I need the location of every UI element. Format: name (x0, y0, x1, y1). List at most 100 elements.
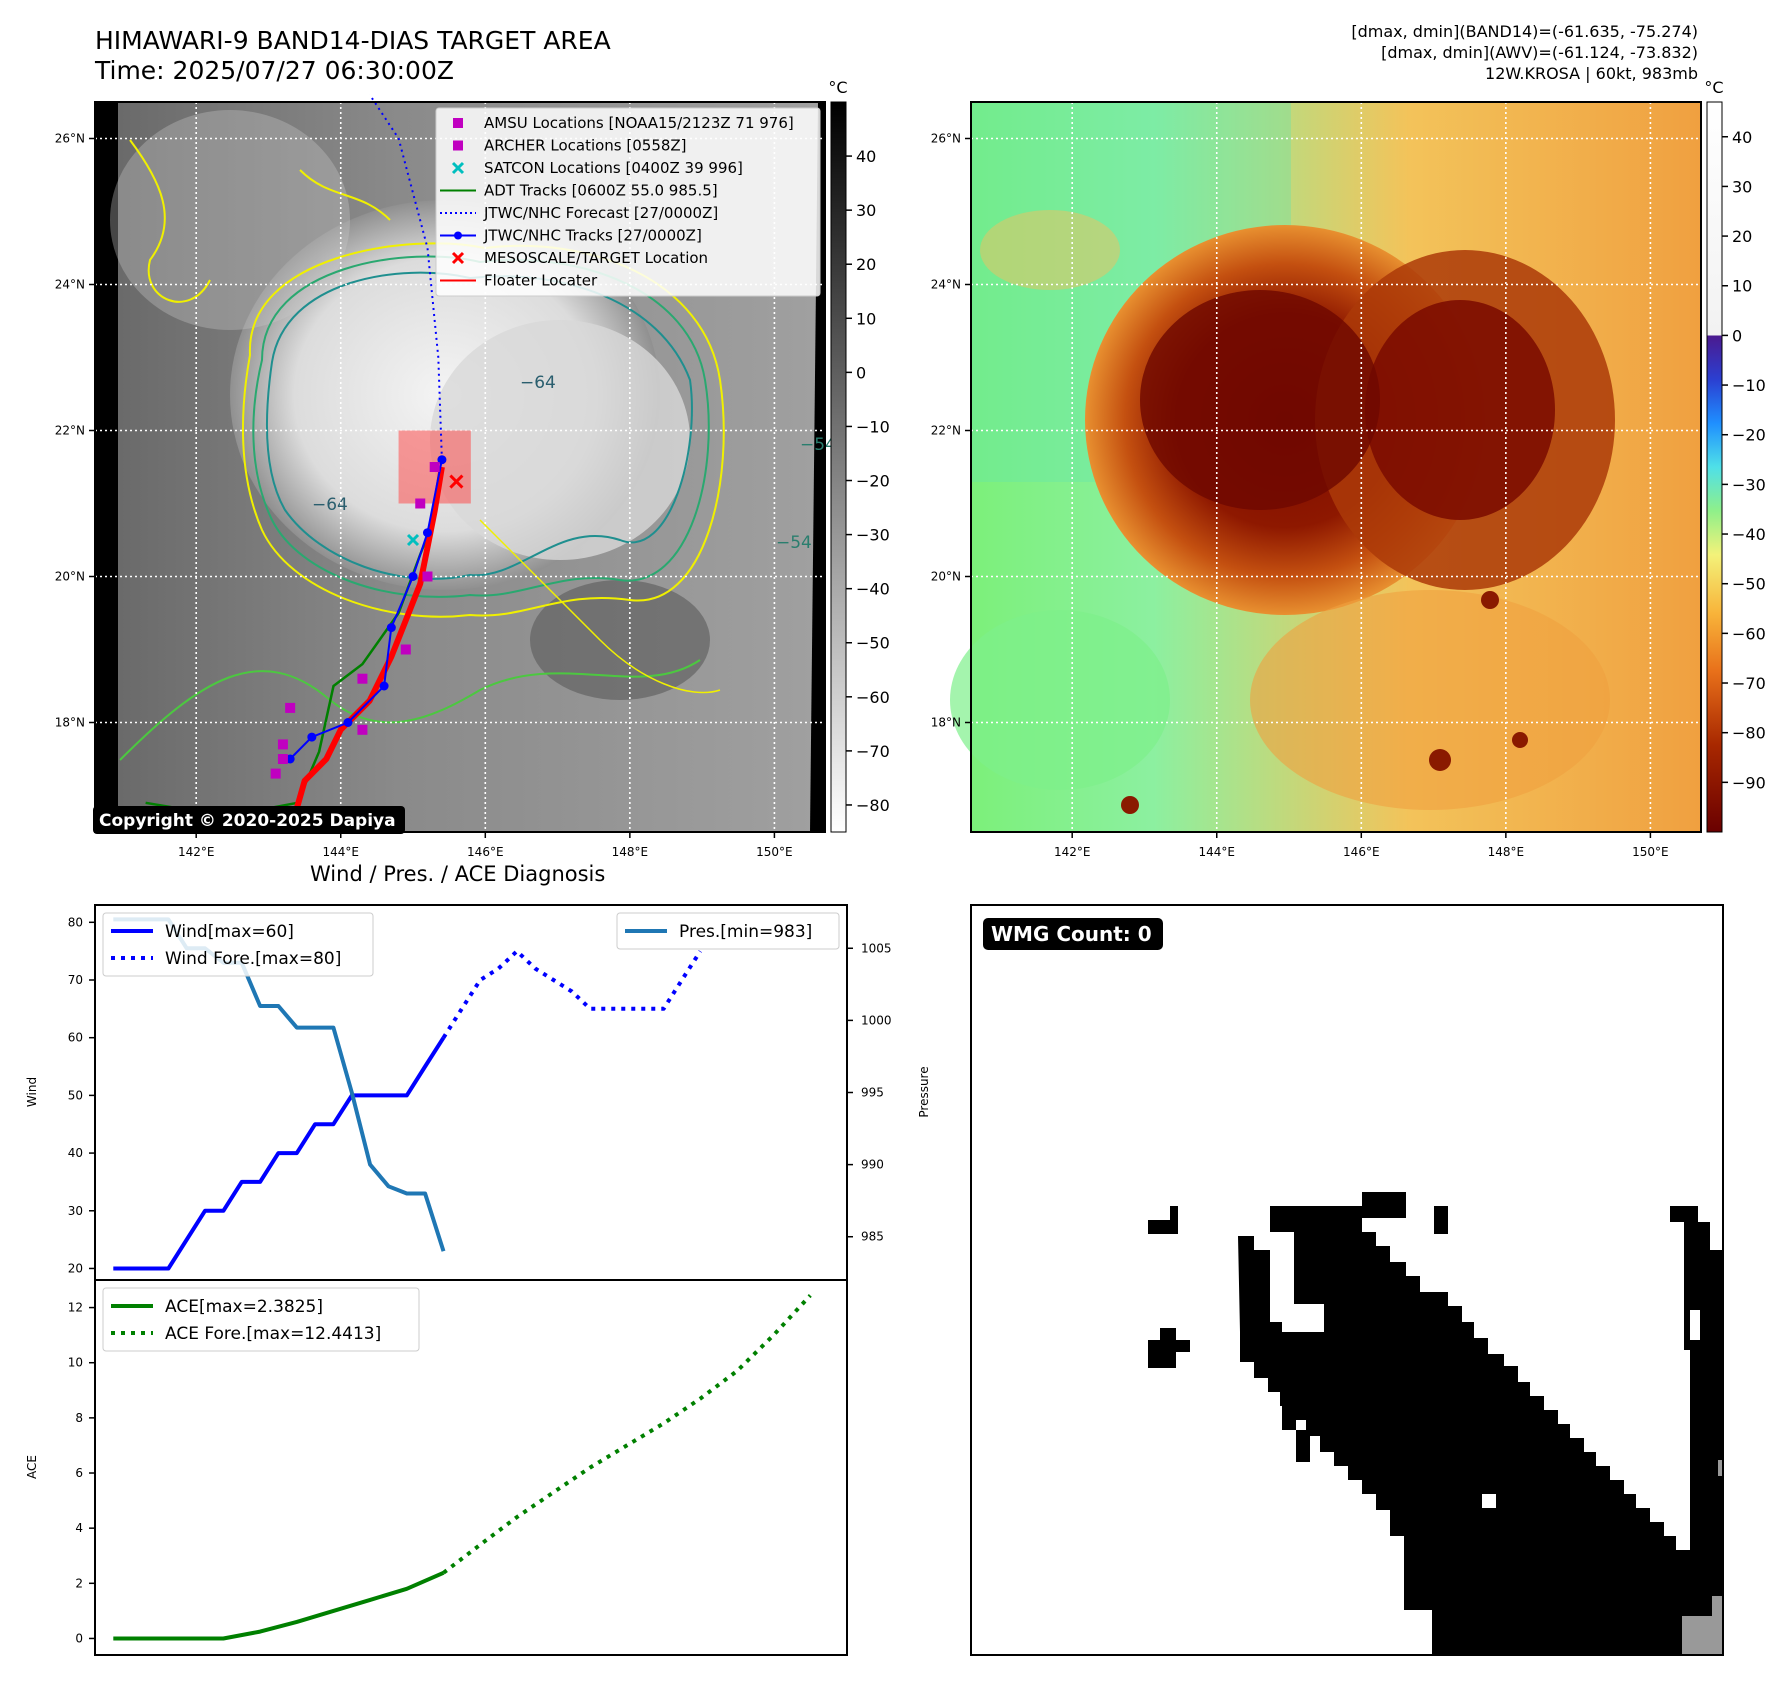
legend-marker (451, 161, 465, 175)
amsu-archer-marker (357, 673, 368, 684)
enh-cbar-label: −80 (1732, 724, 1766, 743)
legend-label: Floater Locater (484, 272, 598, 290)
ir-lon-label: 148°E (612, 845, 649, 859)
ir-cbar-label: −60 (856, 688, 890, 707)
wmg-panel: WMG Count: 0 (970, 904, 1724, 1656)
info-awv: [dmax, dmin](AWV)=(-61.124, -73.832) (1381, 43, 1698, 62)
copyright-text: Copyright © 2020-2025 Dapiya (99, 811, 396, 831)
ir-lon-label: 144°E (322, 845, 359, 859)
info-band14: [dmax, dmin](BAND14)=(-61.635, -75.274) (1351, 22, 1698, 41)
legend-label: JTWC/NHC Forecast [27/0000Z] (483, 204, 718, 222)
legend-marker (451, 251, 465, 265)
enh-cbar-label: 40 (1732, 128, 1752, 147)
ir-lon-label: 146°E (467, 845, 504, 859)
amsu-archer-marker (285, 702, 296, 713)
contour-label: −64 (520, 373, 556, 393)
enh-lat-label: 24°N (931, 278, 961, 292)
amsu-archer-marker (270, 768, 281, 779)
wind-legend: Wind[max=60] Wind Fore.[max=80] (102, 912, 374, 977)
ace-chart: 0 2 4 6 8 10 12 ACE[max=2.3825] ACE Fore.[max=1… (25, 1279, 848, 1656)
y-tick-label: 10 (68, 1356, 83, 1370)
y-tick-label: 8 (75, 1411, 83, 1425)
amsu-archer-marker (429, 462, 440, 472)
jtwc-track-point (379, 681, 389, 691)
y-tick-label: 6 (75, 1466, 83, 1480)
jtwc-track-line (289, 459, 443, 760)
legend-marker (454, 231, 462, 240)
wind-axis-label: Wind (25, 1077, 39, 1107)
pres-legend: Pres.[min=983] (616, 912, 840, 950)
contour-label: −54 (776, 533, 812, 553)
jtwc-track-point (422, 528, 432, 538)
ir-lat-label: 26°N (55, 132, 85, 146)
ace-legend: ACE[max=2.3825] ACE Fore.[max=12.4413] (102, 1287, 420, 1352)
ir-cbar-label: −30 (856, 526, 890, 545)
ir-cbar-label: −70 (856, 742, 890, 761)
y-tick-label: 70 (68, 973, 83, 987)
ir-colorbar: °C 40 30 20 10 0 −10 −20 −30 −40 −50 −60 −70 −80 (828, 78, 890, 833)
enh-lon-label: 150°E (1632, 845, 1669, 859)
ir-cbar-label: −40 (856, 580, 890, 599)
jtwc-forecast-line (368, 94, 443, 460)
y-tick-label: 50 (68, 1088, 83, 1102)
target-marker (449, 474, 464, 489)
ir-cbar-label: −20 (856, 472, 890, 491)
diag-title: Wind / Pres. / ACE Diagnosis (310, 862, 606, 886)
enh-panel (950, 101, 1702, 833)
enh-cbar-label: −30 (1732, 475, 1766, 494)
amsu-archer-marker (277, 754, 288, 764)
ir-cbar-label: −50 (856, 634, 890, 653)
enh-lon-label: 142°E (1054, 845, 1091, 859)
enh-cbar-label: −10 (1732, 376, 1766, 395)
legend-label: AMSU Locations [NOAA15/2123Z 71 976] (484, 114, 794, 132)
y-tick-label: 4 (75, 1521, 83, 1535)
jtwc-track-point (307, 732, 317, 742)
wind-pres-chart: 20 30 40 50 60 70 80 985 990 995 1000 1005 Wind[max… (25, 904, 931, 1281)
enh-gridlines (971, 102, 1701, 832)
figure-title: HIMAWARI-9 BAND14-DIAS TARGET AREA (95, 26, 611, 55)
y-tick-label: 2 (75, 1576, 83, 1590)
legend-label: ACE[max=2.3825] (165, 1297, 323, 1317)
series-line (113, 1570, 445, 1641)
ir-legend: AMSU Locations [NOAA15/2123Z 71 976] ARCH… (435, 107, 821, 297)
enh-cbar-label: −50 (1732, 575, 1766, 594)
y-tick-label: 40 (68, 1146, 83, 1160)
legend-label: ACE Fore.[max=12.4413] (165, 1324, 381, 1344)
legend-label: Wind Fore.[max=80] (165, 949, 341, 969)
jtwc-track-point (343, 718, 353, 727)
enh-lon-label: 146°E (1343, 845, 1380, 859)
series-line (442, 1294, 812, 1575)
amsu-archer-marker (422, 571, 433, 582)
enh-lat-label: 22°N (931, 424, 961, 438)
jtwc-track-point (408, 572, 418, 581)
pressure-axis-label: Pressure (917, 1066, 931, 1117)
legend-label: ADT Tracks [0600Z 55.0 985.5] (484, 182, 718, 200)
wmg-count-label: WMG Count: 0 (991, 922, 1152, 946)
enh-lat-label: 20°N (931, 570, 961, 584)
y-right-tick-label: 1000 (861, 1013, 892, 1027)
y-right-tick-label: 995 (861, 1086, 884, 1100)
enh-cbar-label: −40 (1732, 525, 1766, 544)
ir-lat-label: 18°N (55, 716, 85, 730)
enh-axes: 142°E 144°E 146°E 148°E 150°E 26°N 24°N 22°N 20°… (931, 132, 1669, 860)
ir-lat-label: 22°N (55, 424, 85, 438)
enh-cbar-label: 30 (1732, 177, 1752, 196)
amsu-archer-marker (277, 739, 288, 750)
y-right-tick-label: 1005 (861, 941, 892, 955)
ir-cbar-label: 10 (856, 309, 876, 328)
contour-label: −54 (800, 435, 836, 455)
wmg-mask (1148, 1192, 1722, 1655)
series-line (441, 949, 702, 1039)
enh-colorbar: °C 40 30 20 10 0 −10 −20 −30 −40 −50 −60 −70 −80 −90 (1704, 78, 1766, 833)
legend-label: Wind[max=60] (165, 922, 294, 942)
enh-cbar-label: −90 (1732, 773, 1766, 792)
jtwc-track-point (437, 455, 447, 465)
enh-lat-label: 18°N (931, 716, 961, 730)
enh-lon-label: 148°E (1488, 845, 1525, 859)
ir-lon-label: 150°E (756, 845, 793, 859)
ir-cbar-label: −10 (856, 417, 890, 436)
y-tick-label: 30 (68, 1204, 83, 1218)
legend-label: ARCHER Locations [0558Z] (484, 137, 687, 155)
satcon-marker (406, 533, 420, 547)
